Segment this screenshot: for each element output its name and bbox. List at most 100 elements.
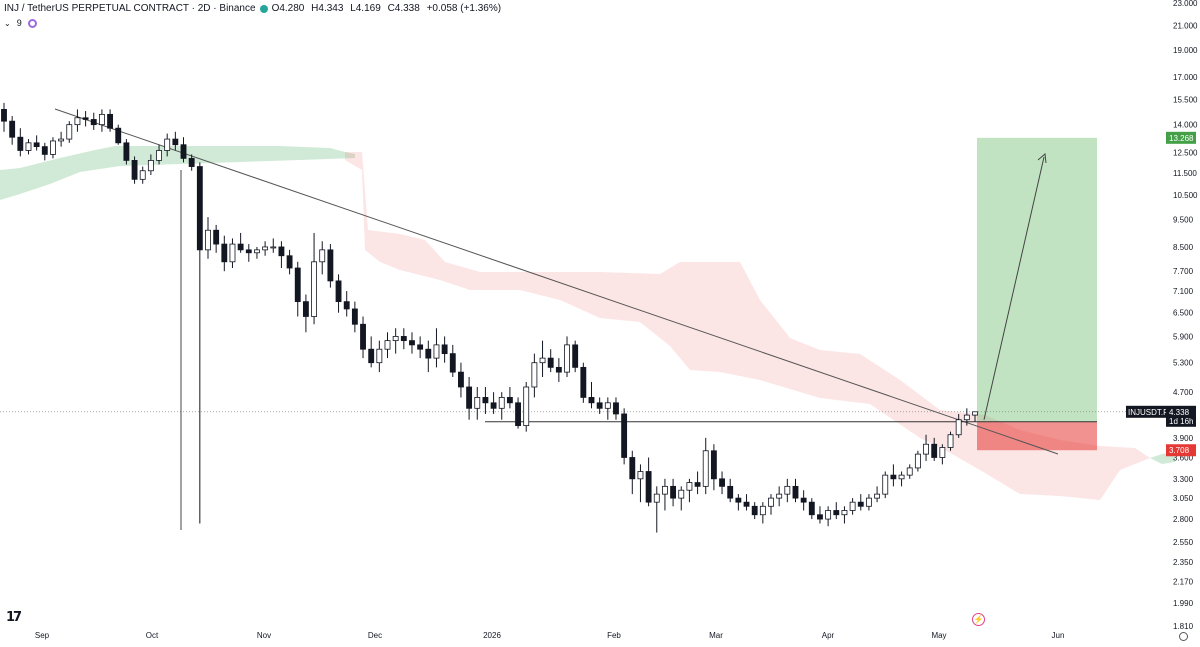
candle [735,494,742,511]
price-tick-label: 19.000 [1173,46,1198,55]
candle [213,224,220,253]
bullish-candle-body [686,482,693,491]
candle [506,386,513,409]
bearish-candle-body [555,366,562,373]
symbol-title[interactable]: INJ / TetherUS PERPETUAL CONTRACT · 2D ·… [4,3,256,14]
symbol-header[interactable]: INJ / TetherUS PERPETUAL CONTRACT · 2D ·… [4,3,505,14]
projection-arrow-head [1037,153,1047,164]
candle [694,471,701,495]
price-tick-label: 9.500 [1173,216,1194,225]
time-tick-label: Nov [257,631,271,640]
candle [645,457,652,507]
indicator-row[interactable]: ⌄ 9 [4,18,37,28]
candle [139,166,146,184]
bullish-candle-body [523,386,530,427]
bearish-candle-body [817,514,823,520]
candle [221,235,228,272]
bearish-candle-body [327,249,334,282]
time-tick-label: Feb [607,631,621,640]
bearish-candle-body [857,501,864,507]
stop-price-label: 3.708 [1169,446,1190,455]
candle [270,238,277,253]
candle [727,478,734,503]
bearish-candle-body [33,142,40,148]
bearish-candle-body [294,267,301,303]
bearish-candle-body [751,505,758,516]
bullish-candle-body [25,142,32,151]
bullish-candle-body [849,501,856,511]
overlay-lines [983,153,1047,420]
candle [1,102,7,132]
candle [66,121,73,143]
candle [180,137,187,163]
candle [588,381,595,409]
bullish-candle-body [311,261,317,317]
bearish-candle-body [833,510,840,516]
bullish-candle-body [474,397,481,409]
bullish-candle-body [963,414,970,421]
bearish-candle-body [580,366,587,398]
candle [890,464,897,487]
candle [392,328,399,354]
candle [515,397,521,429]
target-price-tag [1166,131,1196,144]
candle [572,340,579,373]
bearish-candle-body [670,485,677,499]
bearish-candle-body [213,229,220,245]
candle [800,490,807,511]
tradingview-logo-icon[interactable]: 17 [6,610,22,625]
bearish-candle-body [719,478,725,487]
candle [254,246,260,259]
time-tick-label: Apr [822,631,835,640]
price-tick-label: 2.800 [1173,515,1194,524]
candle [580,362,587,403]
bearish-candle-body [41,146,48,155]
bearish-candle-body [172,138,179,146]
candle [653,486,660,533]
bearish-candle-body [727,485,734,499]
last-price-label: 4.338 [1169,408,1190,417]
bullish-candle-body [637,471,644,480]
candle [547,349,554,373]
candle [490,392,497,414]
bullish-candle-body [433,344,440,359]
bearish-candle-body [596,402,603,409]
candle [906,464,913,479]
candle [335,274,342,313]
indicator-settings-icon[interactable] [27,18,37,28]
bearish-candle-body [237,243,244,251]
price-tick-label: 5.900 [1173,332,1194,341]
candle [237,232,244,253]
bearish-candle-body [188,157,195,167]
chevron-down-icon[interactable]: ⌄ [4,18,11,28]
bearish-candle-body [425,348,432,359]
low-value: L4.169 [350,3,381,14]
price-tick-label: 2.550 [1173,538,1194,547]
bullish-candle-body [498,397,505,409]
lightning-icon[interactable]: ⚡ [972,613,985,626]
bullish-candle-body [923,443,929,455]
candle [376,340,383,373]
candle [637,464,644,503]
candle [841,506,848,524]
candle [58,131,65,147]
time-axis[interactable]: Sep Oct Nov Dec 2026 Feb Mar Apr May Jun [35,631,1065,640]
target-zone [977,137,1097,422]
time-tick-label: Oct [146,631,159,640]
bearish-candle-body [645,471,652,503]
gear-icon[interactable] [1179,632,1188,641]
bullish-candle-body [914,453,921,469]
high-value: H4.343 [311,3,344,14]
bearish-candle-body [735,497,742,503]
price-axis[interactable]: 23.000 21.000 19.000 17.000 15.500 14.000 12.5… [1173,0,1198,631]
bullish-candle-body [50,140,56,155]
bullish-candle-body [164,138,171,151]
candle [25,139,32,155]
bearish-candle-body [613,402,619,415]
candle [302,294,309,333]
candle [874,486,881,503]
bullish-candle-body [205,229,211,251]
bullish-candle-body [898,474,905,480]
